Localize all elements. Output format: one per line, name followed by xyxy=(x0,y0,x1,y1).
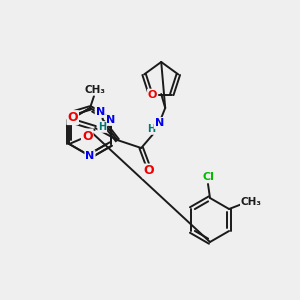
Text: C: C xyxy=(100,114,108,124)
Text: O: O xyxy=(148,90,157,100)
Text: N: N xyxy=(106,115,116,125)
Text: Cl: Cl xyxy=(202,172,214,182)
Text: N: N xyxy=(85,151,94,161)
Text: O: O xyxy=(82,130,92,142)
Text: N: N xyxy=(96,107,105,117)
Text: N: N xyxy=(154,118,164,128)
Text: CH₃: CH₃ xyxy=(241,197,262,207)
Text: O: O xyxy=(68,111,78,124)
Text: H: H xyxy=(147,124,155,134)
Text: O: O xyxy=(143,164,154,178)
Text: H: H xyxy=(98,122,106,132)
Text: CH₃: CH₃ xyxy=(85,85,106,95)
